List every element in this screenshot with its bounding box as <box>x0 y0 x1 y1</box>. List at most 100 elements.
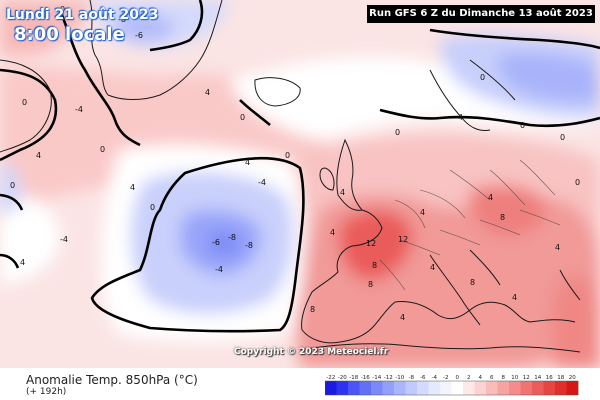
scale-frame <box>325 380 579 396</box>
scale-tick-label: -8 <box>409 375 415 381</box>
scale-swatch <box>532 381 544 395</box>
scale-swatch <box>555 381 567 395</box>
contour-iceland <box>149 0 271 126</box>
contour-label: 4 <box>205 88 210 97</box>
contour-label: -4 <box>455 113 463 122</box>
scale-swatch <box>394 381 406 395</box>
anomaly-region-cold-center <box>208 230 242 258</box>
scale-tick-label: -18 <box>349 375 358 381</box>
contour-label: 4 <box>340 188 345 197</box>
scale-tick-label: -12 <box>384 375 393 381</box>
contour-label: 4 <box>555 243 560 252</box>
scale-swatch <box>451 381 464 395</box>
contour-label: 12 <box>366 239 376 248</box>
scale-swatch <box>509 381 521 395</box>
scale-tick-label: -4 <box>432 375 438 381</box>
scale-swatch <box>359 381 372 395</box>
scale-tick-label: 18 <box>557 375 564 381</box>
contour-label: 0 <box>100 145 105 154</box>
coastline-balkans <box>469 249 581 301</box>
scale-tick-label: 0 <box>456 375 460 381</box>
contour-label: 8 <box>500 213 505 222</box>
contour-label: 0 <box>520 121 525 130</box>
scale-tick-label: -14 <box>372 375 381 381</box>
coastline-italy <box>429 254 481 326</box>
contour-atlantic-cold-pool <box>90 156 305 333</box>
scale-tick-label: 8 <box>502 375 506 381</box>
scale-tick-label: 14 <box>534 375 541 381</box>
scale-swatch <box>428 381 441 395</box>
contour-label: 8 <box>310 305 315 314</box>
contour-label: 4 <box>420 208 425 217</box>
run-info: Run GFS 6 Z du Dimanche 13 août 2023 <box>367 5 595 23</box>
scale-swatch <box>417 381 429 395</box>
contour-label: 8 <box>372 261 377 270</box>
scale-tick-label: -10 <box>395 375 404 381</box>
anomaly-region-neutral <box>230 56 600 140</box>
contour-greenland <box>0 9 141 162</box>
coastline-north-africa <box>299 343 581 353</box>
contour-label: 0 <box>10 181 15 190</box>
contour-label: -8 <box>245 241 253 250</box>
contour-label: 0 <box>22 98 27 107</box>
contour-label: 4 <box>130 183 135 192</box>
scale-tick-label: 10 <box>511 375 518 381</box>
scale-swatch <box>520 381 533 395</box>
footer: Anomalie Temp. 850hPa (°C) (+ 192h) -22-… <box>0 368 600 400</box>
scale-tick-label: -2 <box>443 375 448 381</box>
contour-label: 8 <box>368 280 373 289</box>
contour-label: 4 <box>400 313 405 322</box>
contour-west-edge <box>0 193 24 269</box>
contour-labels: 0 -6 -8 0 -4 0 4 0 -4 0 4 -6 -8 -8 -4 -4 4 0 12 12 8 8 4 8 0 0 -4 0… <box>10 5 580 322</box>
anomaly-region-cold-northeast-core <box>498 53 600 102</box>
copyright: Copyright © 2023 Meteociel.fr <box>234 347 389 357</box>
scale-swatch <box>371 381 383 395</box>
contour-label: 4 <box>330 228 335 237</box>
contour-scandinavia <box>379 28 600 128</box>
contour-label: 4 <box>488 193 493 202</box>
contour-label: -4 <box>60 235 68 244</box>
scale-swatch <box>440 381 452 395</box>
coastline-greenland-west <box>0 59 52 153</box>
scale-swatch <box>463 381 475 395</box>
contour-label: 4 <box>245 158 250 167</box>
contour-label: -6 <box>135 31 143 40</box>
scale-swatch <box>336 381 349 395</box>
scale-swatch <box>382 381 395 395</box>
color-scale: -22 -20 -18 -16 -14 -12 -10 -8 -6 -4 -2 0 2 4 6 8 10 12 14… <box>325 375 579 396</box>
map-area: 0 -6 -8 0 -4 0 4 0 -4 0 4 -6 -8 -8 -4 -4 4 0 12 12 8 8 4 8 0 0 -4 0… <box>0 0 600 368</box>
contour-label: -4 <box>215 265 223 274</box>
valid-time: 8:00 locale <box>14 24 125 45</box>
contour-label: 0 <box>480 73 485 82</box>
scale-tick-label: -22 <box>326 375 335 381</box>
scale-swatch <box>474 381 487 395</box>
contour-label: 4 <box>36 151 41 160</box>
forecast-hour: (+ 192h) <box>26 387 67 397</box>
contour-label: 0 <box>395 128 400 137</box>
coastline-scandinavia <box>429 59 516 131</box>
contour-label: 4 <box>430 263 435 272</box>
border-line <box>379 159 561 291</box>
scale-swatch <box>543 381 556 395</box>
contour-label: 0 <box>285 151 290 160</box>
anomaly-map: 0 -6 -8 0 -4 0 4 0 -4 0 4 -6 -8 -8 -4 -4 4 0 12 12 8 8 4 8 0 0 -4 0… <box>0 0 600 368</box>
contour-label: 12 <box>398 235 408 244</box>
anomaly-region-warm-southeast <box>551 276 600 368</box>
zero-contours <box>0 0 600 333</box>
scale-tick-label: 4 <box>479 375 483 381</box>
field-title: Anomalie Temp. 850hPa (°C) <box>26 373 198 387</box>
scale-swatch <box>486 381 498 395</box>
coastline-greenland <box>89 0 223 100</box>
contour-label: 0 <box>575 178 580 187</box>
scale-tick-label: 2 <box>467 375 471 381</box>
coastline-mediterranean <box>394 301 576 323</box>
anomaly-region-hot-core <box>339 210 413 281</box>
contour-label: 8 <box>470 278 475 287</box>
contour-label: 4 <box>20 258 25 267</box>
coastline-iceland <box>254 77 301 107</box>
anomaly-region-pink-northwest <box>0 0 90 56</box>
scale-swatch <box>566 381 579 395</box>
contour-label: 0 <box>560 133 565 142</box>
scale-tick-label: 12 <box>523 375 530 381</box>
contour-label: 0 <box>240 113 245 122</box>
